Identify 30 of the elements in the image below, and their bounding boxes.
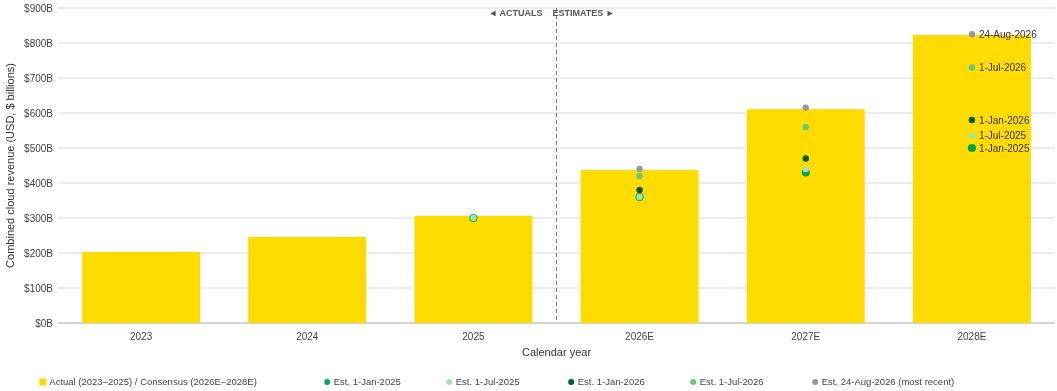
annotation: 1-Jul-2025 [978,130,1027,142]
x-tick-label: 2024 [296,331,319,342]
legend-label: Est. 1-Jan-2025 [333,376,401,388]
y-tick-label: $300B [24,212,54,224]
legend-label: Est. 1-Jan-2026 [577,376,645,388]
x-tick-label: 2028E [957,331,987,342]
y-tick-label: $200B [24,247,54,259]
x-tick-label: 2023 [129,331,153,342]
y-tick-label: $700B [24,72,54,84]
annotation: ◄ ACTUALS [488,8,543,19]
annotation: 1-Jul-2026 [978,62,1027,73]
annotation: 1-Jan-2025 [978,142,1030,154]
y-axis-title: Combined cloud revenue (USD, $ billions) [4,63,16,268]
y-tick-label: $500B [24,142,54,154]
y-tick-label: $800B [24,37,54,49]
x-axis-title: Calendar year [521,346,592,358]
annotation: ESTIMATES ► [552,8,615,19]
y-tick-label: $900B [24,2,54,14]
y-tick-label: $0B [35,317,54,329]
legend-label: Est. 1-Jul-2025 [455,376,520,388]
x-tick-label: 2025 [462,331,485,342]
legend-label: Est. 24-Aug-2026 (most recent) [821,376,955,388]
y-tick-label: $100B [24,282,54,294]
x-tick-label: 2027E [791,331,821,342]
x-tick-label: 2026E [625,331,655,342]
y-tick-label: $400B [24,177,54,189]
legend-label: Est. 1-Jul-2026 [699,376,764,388]
annotation: 1-Jan-2026 [978,114,1030,126]
legend-label: Actual (2023–2025) / Consensus (2026E–2028E) [49,376,257,388]
y-tick-label: $600B [24,107,54,119]
